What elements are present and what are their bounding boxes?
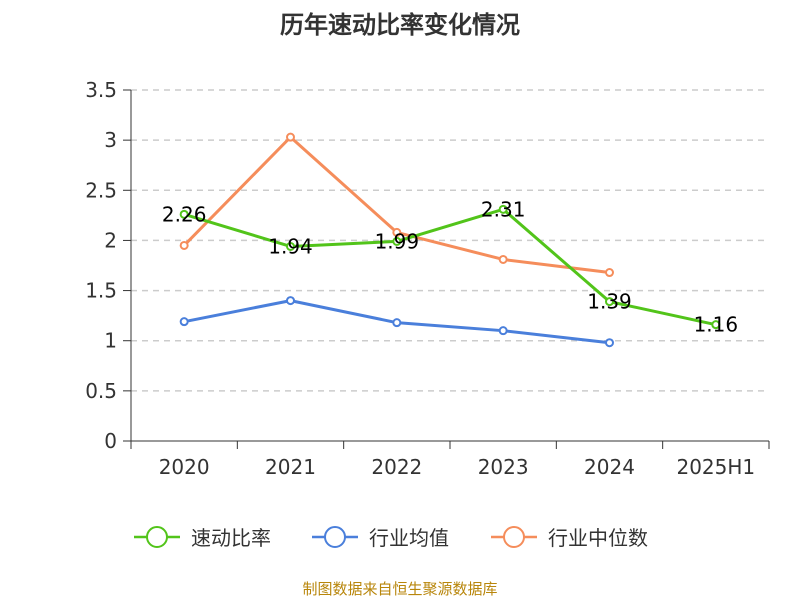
data-point[interactable] [286, 296, 295, 306]
legend-item[interactable]: 行业中位数 [491, 526, 648, 550]
y-tick-label: 0.5 [85, 379, 117, 403]
data-label: 1.16 [694, 313, 739, 337]
y-tick-label: 1 [104, 329, 117, 353]
data-label: 1.39 [587, 290, 632, 314]
series-line [183, 207, 717, 327]
data-label: 1.99 [375, 229, 420, 253]
x-tick-label: 2023 [478, 455, 529, 479]
data-point[interactable] [179, 317, 189, 327]
legend-marker [503, 526, 525, 548]
data-point[interactable] [605, 338, 614, 348]
y-tick-label: 0 [104, 429, 117, 453]
legend-item[interactable]: 行业均值 [312, 526, 449, 550]
x-tick-label: 2025H1 [676, 455, 755, 479]
legend[interactable]: 速动比率 行业均值 行业中位数 [134, 526, 648, 550]
data-point[interactable] [179, 240, 189, 250]
data-point[interactable] [498, 254, 508, 264]
data-labels: 2.26 1.94 1.99 2.31 1.39 1.16 [162, 197, 738, 336]
data-point[interactable] [392, 318, 402, 328]
x-tick-label: 2020 [159, 455, 210, 479]
grid [131, 89, 769, 392]
x-tick-label: 2022 [371, 455, 422, 479]
data-point[interactable] [498, 326, 508, 336]
data-label: 1.94 [268, 234, 313, 258]
legend-marker [324, 526, 346, 548]
x-tick-label: 2024 [584, 455, 635, 479]
chart-title: 历年速动比率变化情况 [280, 11, 520, 39]
y-tick-label: 3 [104, 128, 117, 152]
y-tick-label: 1.5 [85, 279, 117, 303]
data-point[interactable] [179, 209, 189, 219]
legend-label: 行业均值 [369, 526, 449, 550]
x-tick-label: 2021 [265, 455, 316, 479]
data-point[interactable] [605, 297, 614, 307]
data-label: 2.31 [481, 197, 526, 221]
data-point[interactable] [605, 268, 614, 278]
data-point[interactable] [286, 132, 295, 142]
data-point[interactable] [498, 204, 508, 214]
data-point[interactable] [286, 241, 295, 251]
axes: 0 0.5 1 1.5 2 2.5 3 3.5 2020 2021 2022 2023 2024 2025… [85, 78, 770, 479]
source-note: 制图数据来自恒生聚源数据库 [302, 580, 497, 598]
y-tick-label: 3.5 [85, 78, 117, 102]
data-point[interactable] [711, 320, 721, 330]
series-group [179, 132, 721, 348]
legend-item[interactable]: 速动比率 [134, 526, 271, 550]
data-point[interactable] [392, 236, 402, 246]
y-tick-label: 2 [104, 228, 117, 252]
legend-label: 速动比率 [191, 526, 271, 550]
y-tick-label: 2.5 [85, 178, 117, 202]
legend-marker [146, 526, 168, 548]
data-label: 2.26 [162, 202, 207, 226]
legend-label: 行业中位数 [548, 526, 648, 550]
data-point[interactable] [392, 227, 402, 237]
